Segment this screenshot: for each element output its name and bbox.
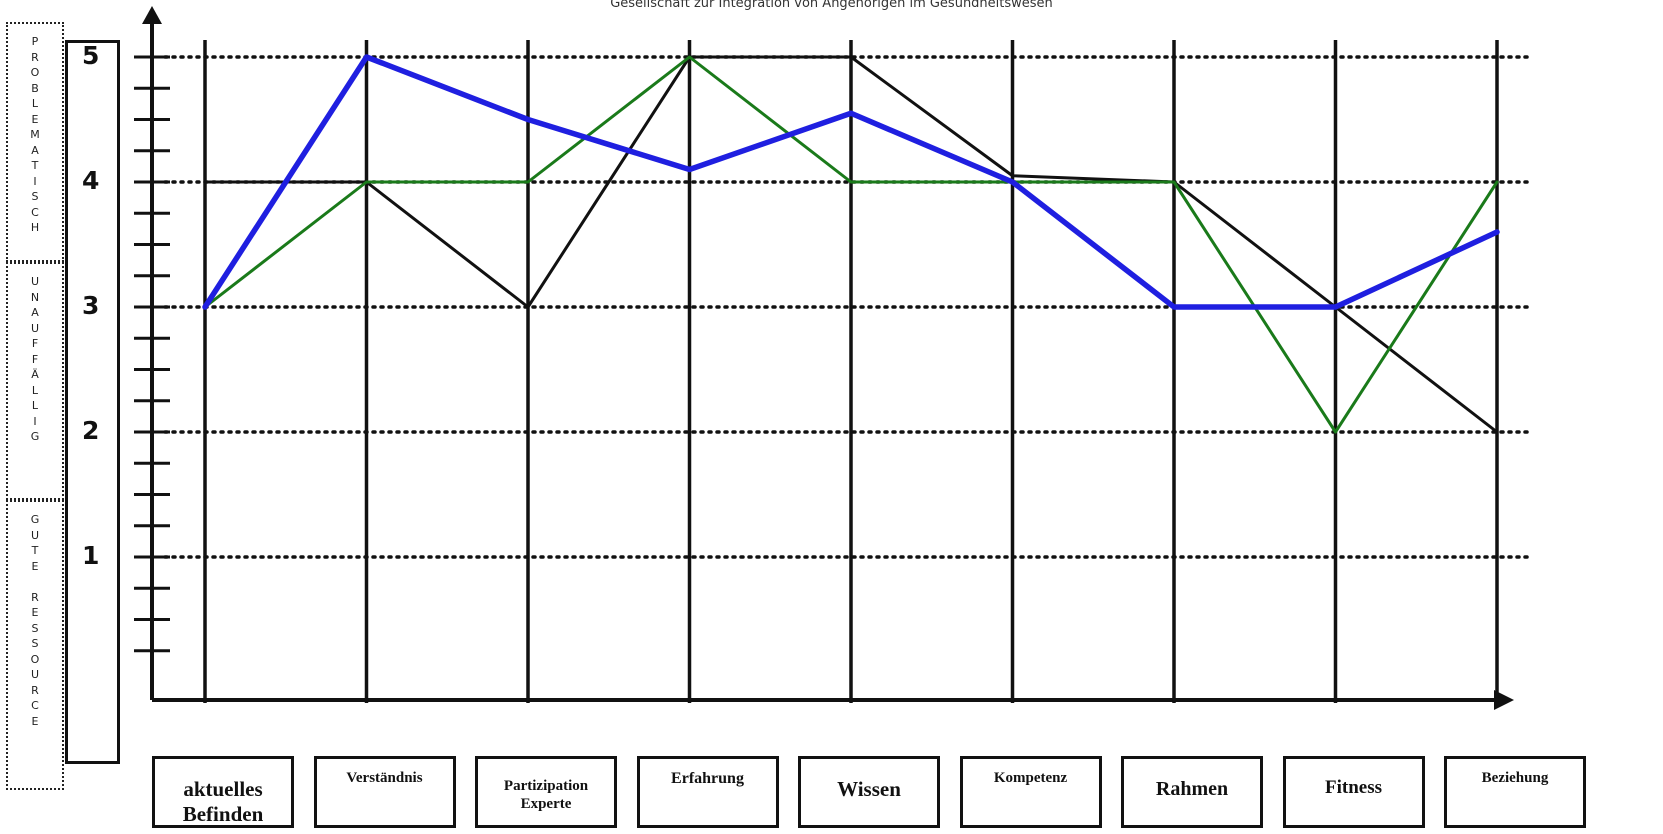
- category-label: Verständnis: [346, 770, 423, 786]
- side-box-unauffaellig: [6, 262, 64, 500]
- category-label: aktuelles: [183, 777, 263, 801]
- x-axis-arrow: [1494, 690, 1514, 710]
- category-label: Erfahrung: [671, 770, 744, 787]
- side-box-gute-ressource: [6, 500, 64, 790]
- y-tick-label: 5: [82, 41, 100, 70]
- y-tick-label: 2: [82, 416, 100, 445]
- category-label-box: Beziehung: [1444, 756, 1586, 828]
- category-label-box: Wissen: [798, 756, 940, 828]
- scale-box: [65, 40, 120, 764]
- category-label: Kompetenz: [993, 770, 1068, 786]
- side-box-problematisch: [6, 22, 64, 262]
- y-tick-label: 3: [82, 291, 100, 320]
- category-label: Experte: [520, 796, 572, 812]
- y-axis-arrow: [142, 6, 162, 24]
- header-subtitle: Gesellschaft zur Integration von Angehör…: [610, 0, 1053, 11]
- category-label-box: aktuelles Befinden: [152, 756, 294, 828]
- category-label-box: Verständnis: [313, 756, 456, 828]
- category-label-box: Fitness: [1282, 756, 1425, 828]
- category-label: Partizipation: [503, 778, 589, 794]
- category-label: Rahmen: [1155, 778, 1229, 800]
- category-label: Wissen: [837, 777, 901, 801]
- category-label: Beziehung: [1481, 770, 1549, 786]
- category-label-box: Rahmen: [1121, 756, 1263, 828]
- y-tick-label: 1: [82, 541, 100, 570]
- category-label-box: Kompetenz: [959, 756, 1102, 828]
- y-tick-label: 4: [82, 166, 100, 195]
- category-label: Fitness: [1325, 777, 1382, 798]
- category-label-box: Partizipation Experte: [475, 756, 617, 828]
- category-label: Befinden: [182, 802, 264, 827]
- category-label-box: Erfahrung: [636, 756, 779, 828]
